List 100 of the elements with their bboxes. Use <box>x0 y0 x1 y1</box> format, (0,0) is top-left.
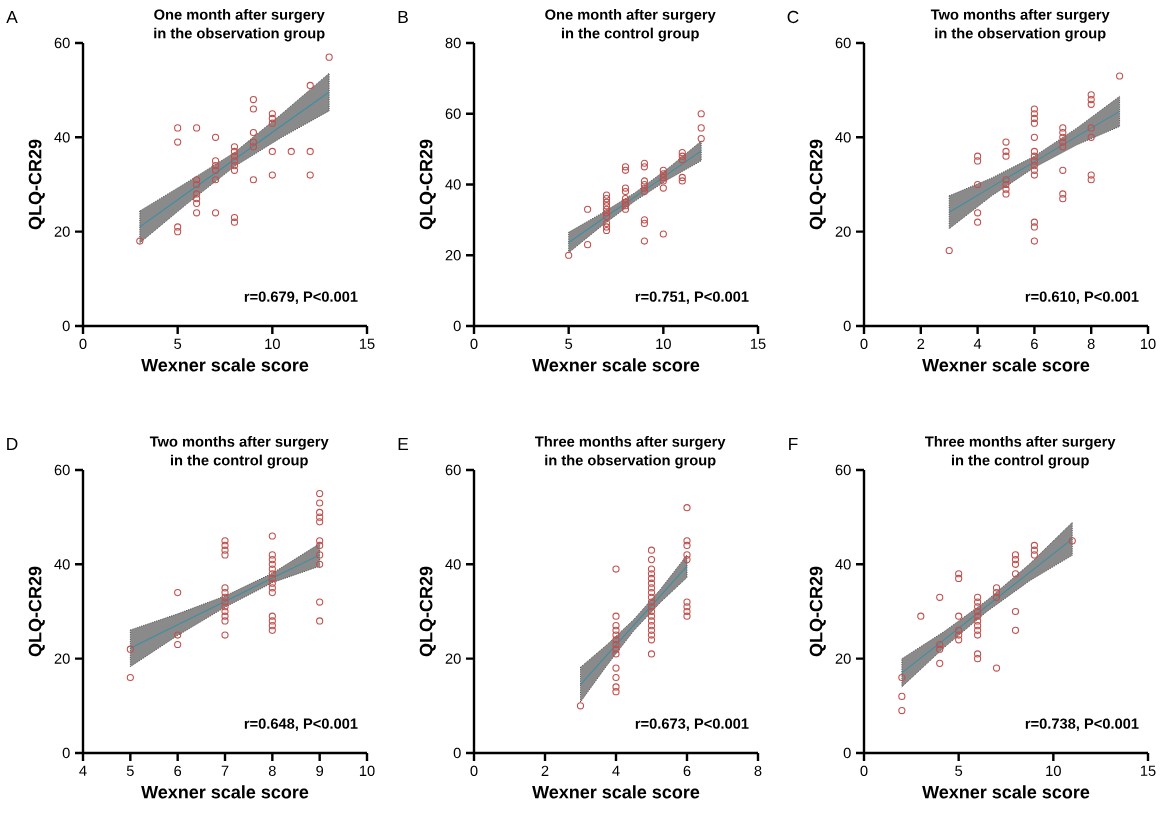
chart-title: Two months after surgery <box>930 9 1110 23</box>
point <box>602 198 611 206</box>
point <box>230 213 239 222</box>
point <box>678 156 686 164</box>
point <box>211 176 220 184</box>
line-series <box>129 554 321 649</box>
y-tick-label: 20 <box>445 250 461 261</box>
point <box>230 218 239 226</box>
point <box>211 209 220 217</box>
x-tick-label: 0 <box>860 765 868 777</box>
point <box>1030 147 1039 156</box>
point <box>973 617 982 625</box>
point <box>955 570 963 578</box>
point <box>640 159 649 167</box>
text: B <box>398 11 408 23</box>
y-tick-label: 60 <box>445 464 461 476</box>
point <box>1011 607 1020 616</box>
point <box>325 53 333 61</box>
point <box>936 659 944 667</box>
point <box>621 184 630 192</box>
point <box>1002 190 1010 198</box>
point <box>316 518 324 526</box>
point <box>230 152 239 160</box>
point <box>621 195 630 203</box>
point <box>612 688 620 696</box>
point <box>602 209 611 217</box>
point <box>659 177 667 185</box>
x-tick-label: 8 <box>1087 338 1095 350</box>
chart-subtitle: in the observation group <box>545 454 716 469</box>
point <box>193 180 201 189</box>
point <box>1002 185 1010 193</box>
point <box>602 212 611 220</box>
x-tick-label: 15 <box>1140 765 1156 776</box>
point <box>647 631 656 639</box>
text: F <box>789 438 798 450</box>
point <box>316 551 324 559</box>
point <box>1030 114 1039 123</box>
y-tick-label: 80 <box>445 37 461 49</box>
point <box>221 612 229 620</box>
chart-subtitle: in the observation group <box>935 27 1106 42</box>
point <box>230 143 239 151</box>
point <box>268 612 276 620</box>
point <box>126 673 134 682</box>
point <box>602 205 611 213</box>
annotation: r=0.679, P<0.001 <box>244 291 358 304</box>
point <box>612 622 620 630</box>
point <box>249 176 258 184</box>
point <box>576 702 585 710</box>
y-axis-title: QLQ-CR29 <box>809 566 826 657</box>
point <box>1087 171 1095 179</box>
x-tick-label: 10 <box>1140 338 1156 350</box>
point <box>898 706 906 715</box>
y-tick-label: 60 <box>445 108 461 119</box>
point <box>316 598 324 606</box>
chart-title: One month after surgery <box>154 9 325 23</box>
point <box>683 551 691 559</box>
annotation: r=0.751, P<0.001 <box>635 291 749 304</box>
y-tick-label: 40 <box>54 132 70 143</box>
x-tick-label: 0 <box>79 338 87 350</box>
point <box>898 692 906 700</box>
point <box>1059 138 1067 146</box>
point <box>268 579 276 587</box>
point <box>1116 72 1124 80</box>
y-tick-label: 20 <box>835 653 851 664</box>
x-tick-label: 15 <box>359 338 375 349</box>
point <box>612 565 620 573</box>
point <box>602 202 611 210</box>
point <box>602 195 611 203</box>
point <box>306 147 314 156</box>
point <box>1030 551 1039 559</box>
y-tick-label: 0 <box>843 320 851 332</box>
point <box>936 593 944 601</box>
point <box>1002 138 1010 146</box>
y-tick-label: 40 <box>445 179 461 190</box>
point <box>973 603 982 611</box>
y-tick-label: 40 <box>835 559 851 570</box>
point <box>640 180 649 189</box>
point <box>647 579 656 587</box>
point <box>683 504 691 512</box>
point <box>193 195 201 203</box>
point <box>211 133 220 141</box>
point <box>612 673 620 682</box>
point <box>268 171 276 179</box>
y-axis-title: QLQ-CR29 <box>28 139 45 230</box>
point <box>683 603 691 611</box>
text: A <box>6 11 18 23</box>
point <box>678 149 686 157</box>
point <box>193 199 201 207</box>
chart-subtitle: in the control group <box>951 454 1089 469</box>
point <box>584 241 592 249</box>
annotation: r=0.648, P<0.001 <box>244 718 358 731</box>
point <box>316 489 324 498</box>
point <box>955 574 963 583</box>
point <box>221 631 229 639</box>
point <box>612 636 620 644</box>
x-tick-label: 5 <box>126 765 134 776</box>
point <box>612 683 620 691</box>
point <box>174 640 182 649</box>
point <box>1002 147 1010 156</box>
y-tick-label: 40 <box>445 559 461 570</box>
